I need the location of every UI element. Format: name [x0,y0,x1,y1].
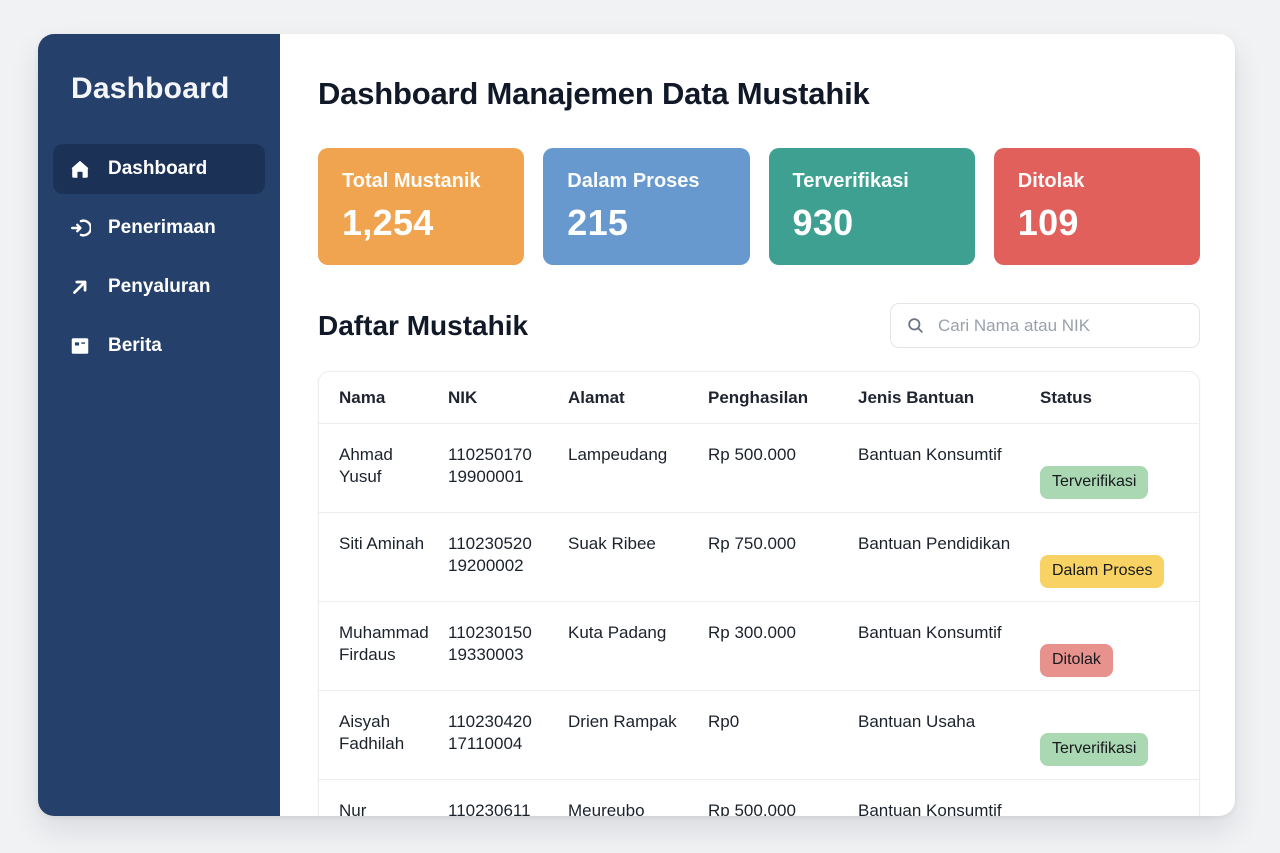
cell-nik: 110250170 19900001 [448,423,568,513]
cell-penghasilan: Rp 500.000 [708,423,858,513]
cell-penghasilan: Rp 750.000 [708,512,858,602]
column-header-jenis-bantuan: Jenis Bantuan [858,372,1040,424]
sidebar-item-penyaluran[interactable]: Penyaluran [53,262,265,312]
cell-status: Terverifikasi [1040,779,1199,816]
stat-card-total-mustanik: Total Mustanik 1,254 [318,148,525,265]
cell-status: Dalam Proses [1040,512,1199,602]
mustahik-table: Nama NIK Alamat Penghasilan Jenis Bantua… [319,372,1199,816]
stat-label: Terverifikasi [792,170,909,192]
table-row: Ahmad Yusuf 110250170 19900001 Lampeudan… [319,423,1199,513]
cell-alamat: Lampeudang [568,423,708,513]
table-row: Siti Aminah 110230520 19200002 Suak Ribe… [319,512,1199,602]
table-body: Ahmad Yusuf 110250170 19900001 Lampeudan… [319,423,1199,816]
column-header-alamat: Alamat [568,372,708,424]
main-content: Dashboard Manajemen Data Mustahik Total … [280,34,1235,816]
sidebar-item-label: Penyaluran [108,276,211,297]
cell-jenis-bantuan: Bantuan Konsumtif [858,423,1040,513]
sidebar-item-berita[interactable]: Berita [53,321,265,371]
cell-jenis-bantuan: Bantuan Pendidikan [858,512,1040,602]
search-input[interactable] [936,314,1184,337]
app-window: Dashboard Dashboard [38,34,1235,816]
stat-label: Total Mustanik [342,170,481,192]
table-row: Nur Hidayat 110230611 19850005 Meureubo … [319,779,1199,816]
cell-penghasilan: Rp0 [708,690,858,780]
sidebar-item-label: Berita [108,335,162,356]
table-row: Aisyah Fadhilah 110230420 17110004 Drien… [319,690,1199,780]
table-header-row: Nama NIK Alamat Penghasilan Jenis Bantua… [319,372,1199,424]
cell-penghasilan: Rp 500.000 [708,800,796,816]
cell-jenis-bantuan: Bantuan Usaha [858,690,1040,780]
stat-value: 109 [1017,202,1079,243]
cell-jenis-bantuan: Bantuan Konsumtif [858,800,1002,816]
status-badge: Terverifikasi [1040,466,1149,499]
sidebar-title: Dashboard [71,72,230,105]
page-title: Dashboard Manajemen Data Mustahik [318,76,870,111]
mustahik-table-card: Nama NIK Alamat Penghasilan Jenis Bantua… [318,371,1200,816]
sidebar: Dashboard Dashboard [38,34,280,816]
stat-card-ditolak: Ditolak 109 [993,148,1200,265]
status-badge: Terverifikasi [1040,732,1149,766]
sidebar-item-dashboard[interactable]: Dashboard [53,144,265,194]
cell-alamat: Suak Ribee [568,512,708,602]
cell-status: Terverifikasi [1040,423,1199,513]
news-icon [69,335,91,357]
cell-jenis-bantuan: Bantuan Konsumtif [858,601,1040,691]
cell-nik: 110230520 19200002 [448,512,568,602]
stats-row: Total Mustanik 1,254 Dalam Proses 215 Te… [318,148,1200,265]
sidebar-item-label: Penerimaan [108,217,216,238]
stat-label: Dalam Proses [567,170,700,192]
column-header-penghasilan: Penghasilan [708,372,858,424]
column-header-nama: Nama [319,372,448,424]
sidebar-item-label: Dashboard [108,158,208,179]
search-box [890,303,1200,348]
cell-alamat: Drien Rampak [568,690,708,780]
column-header-status: Status [1040,372,1199,424]
cell-alamat: Kuta Padang [568,601,708,691]
list-header: Daftar Mustahik [318,303,1200,348]
cell-alamat: Meureubo [568,800,645,816]
cell-nama: Nur Hidayat [339,800,367,816]
cell-nama: Aisyah Fadhilah [319,690,448,780]
cell-nik: 110230420 17110004 [448,690,568,780]
stat-card-dalam-proses: Dalam Proses 215 [543,148,750,265]
cell-penghasilan: Rp 300.000 [708,601,858,691]
cell-nama: Ahmad Yusuf [319,423,448,513]
cell-nik: 110230611 19850005 [448,800,531,816]
send-icon [69,276,91,298]
stat-card-terverifikasi: Terverifikasi 930 [768,148,975,265]
cell-nama: Siti Aminah [319,512,448,602]
status-badge: Ditolak [1040,643,1113,677]
cell-status: Terverifikasi [1040,690,1199,780]
status-badge: Dalam Proses [1040,554,1165,588]
section-title: Daftar Mustahik [318,309,529,341]
sidebar-item-penerimaan[interactable]: Penerimaan [53,203,265,253]
cell-status: Ditolak [1040,601,1199,691]
stat-value: 215 [567,202,629,243]
stat-value: 930 [792,202,854,243]
stat-value: 1,254 [342,202,434,243]
home-icon [69,158,91,180]
search-icon [906,316,925,335]
receive-icon [69,217,91,239]
column-header-nik: NIK [448,372,568,424]
cell-nama: Muhammad Firdaus [319,601,448,691]
cell-nik: 110230150 19330003 [448,601,568,691]
table-row: Muhammad Firdaus 110230150 19330003 Kuta… [319,601,1199,691]
stat-label: Ditolak [1017,170,1085,192]
sidebar-nav: Dashboard Penerimaan [53,144,265,371]
